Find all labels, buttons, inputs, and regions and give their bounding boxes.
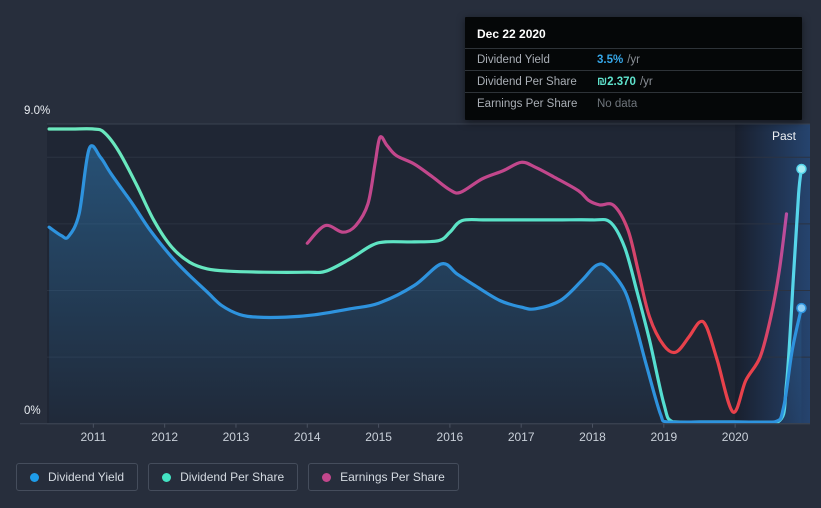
legend-label: Dividend Yield bbox=[48, 470, 125, 484]
legend-label: Earnings Per Share bbox=[340, 470, 445, 484]
tooltip-label: Earnings Per Share bbox=[477, 97, 578, 110]
x-axis-label-2011: 2011 bbox=[80, 430, 107, 444]
legend-dot-icon bbox=[322, 472, 332, 482]
tooltip-row-dividend-per-share: Dividend Per Share ₪2.370/yr bbox=[465, 70, 802, 92]
tooltip-label: Dividend Per Share bbox=[477, 75, 577, 88]
chart-tooltip: Dec 22 2020 Dividend Yield 3.5%/yr Divid… bbox=[465, 17, 802, 120]
x-axis-label-2018: 2018 bbox=[579, 430, 606, 444]
tooltip-value: 3.5%/yr bbox=[597, 53, 640, 66]
past-band-label: Past bbox=[772, 129, 797, 143]
x-axis-label-2012: 2012 bbox=[151, 430, 179, 444]
tooltip-row-earnings-per-share: Earnings Per Share No data bbox=[465, 92, 802, 114]
legend-item-dividend-yield[interactable]: Dividend Yield bbox=[16, 463, 139, 491]
tooltip-value: No data bbox=[597, 97, 638, 110]
x-axis-label-2017: 2017 bbox=[507, 430, 535, 444]
x-axis-label-2014: 2014 bbox=[293, 430, 321, 444]
x-axis-label-2013: 2013 bbox=[222, 430, 250, 444]
tooltip-value: ₪2.370/yr bbox=[597, 75, 653, 88]
legend-item-earnings-per-share[interactable]: Earnings Per Share bbox=[308, 463, 459, 491]
y-axis-max-label: 9.0% bbox=[24, 105, 51, 117]
legend-label: Dividend Per Share bbox=[180, 470, 285, 484]
x-axis-label-2016: 2016 bbox=[436, 430, 464, 444]
tooltip-row-dividend-yield: Dividend Yield 3.5%/yr bbox=[465, 48, 802, 70]
legend-item-dividend-per-share[interactable]: Dividend Per Share bbox=[148, 463, 299, 491]
x-axis-label-2015: 2015 bbox=[365, 430, 392, 444]
legend-dot-icon bbox=[162, 472, 172, 482]
chart-legend: Dividend Yield Dividend Per Share Earnings… bbox=[16, 463, 459, 491]
x-axis-label-2019: 2019 bbox=[650, 430, 678, 444]
tooltip-label: Dividend Yield bbox=[477, 53, 550, 66]
x-axis-labels: 2011 2012 2013 2014 2015 2016 2017 2018 2019 2020 bbox=[0, 430, 821, 446]
x-axis-label-2020: 2020 bbox=[721, 430, 749, 444]
tooltip-date: Dec 22 2020 bbox=[477, 27, 546, 41]
y-axis-min-label: 0% bbox=[24, 405, 41, 417]
legend-dot-icon bbox=[30, 472, 39, 482]
